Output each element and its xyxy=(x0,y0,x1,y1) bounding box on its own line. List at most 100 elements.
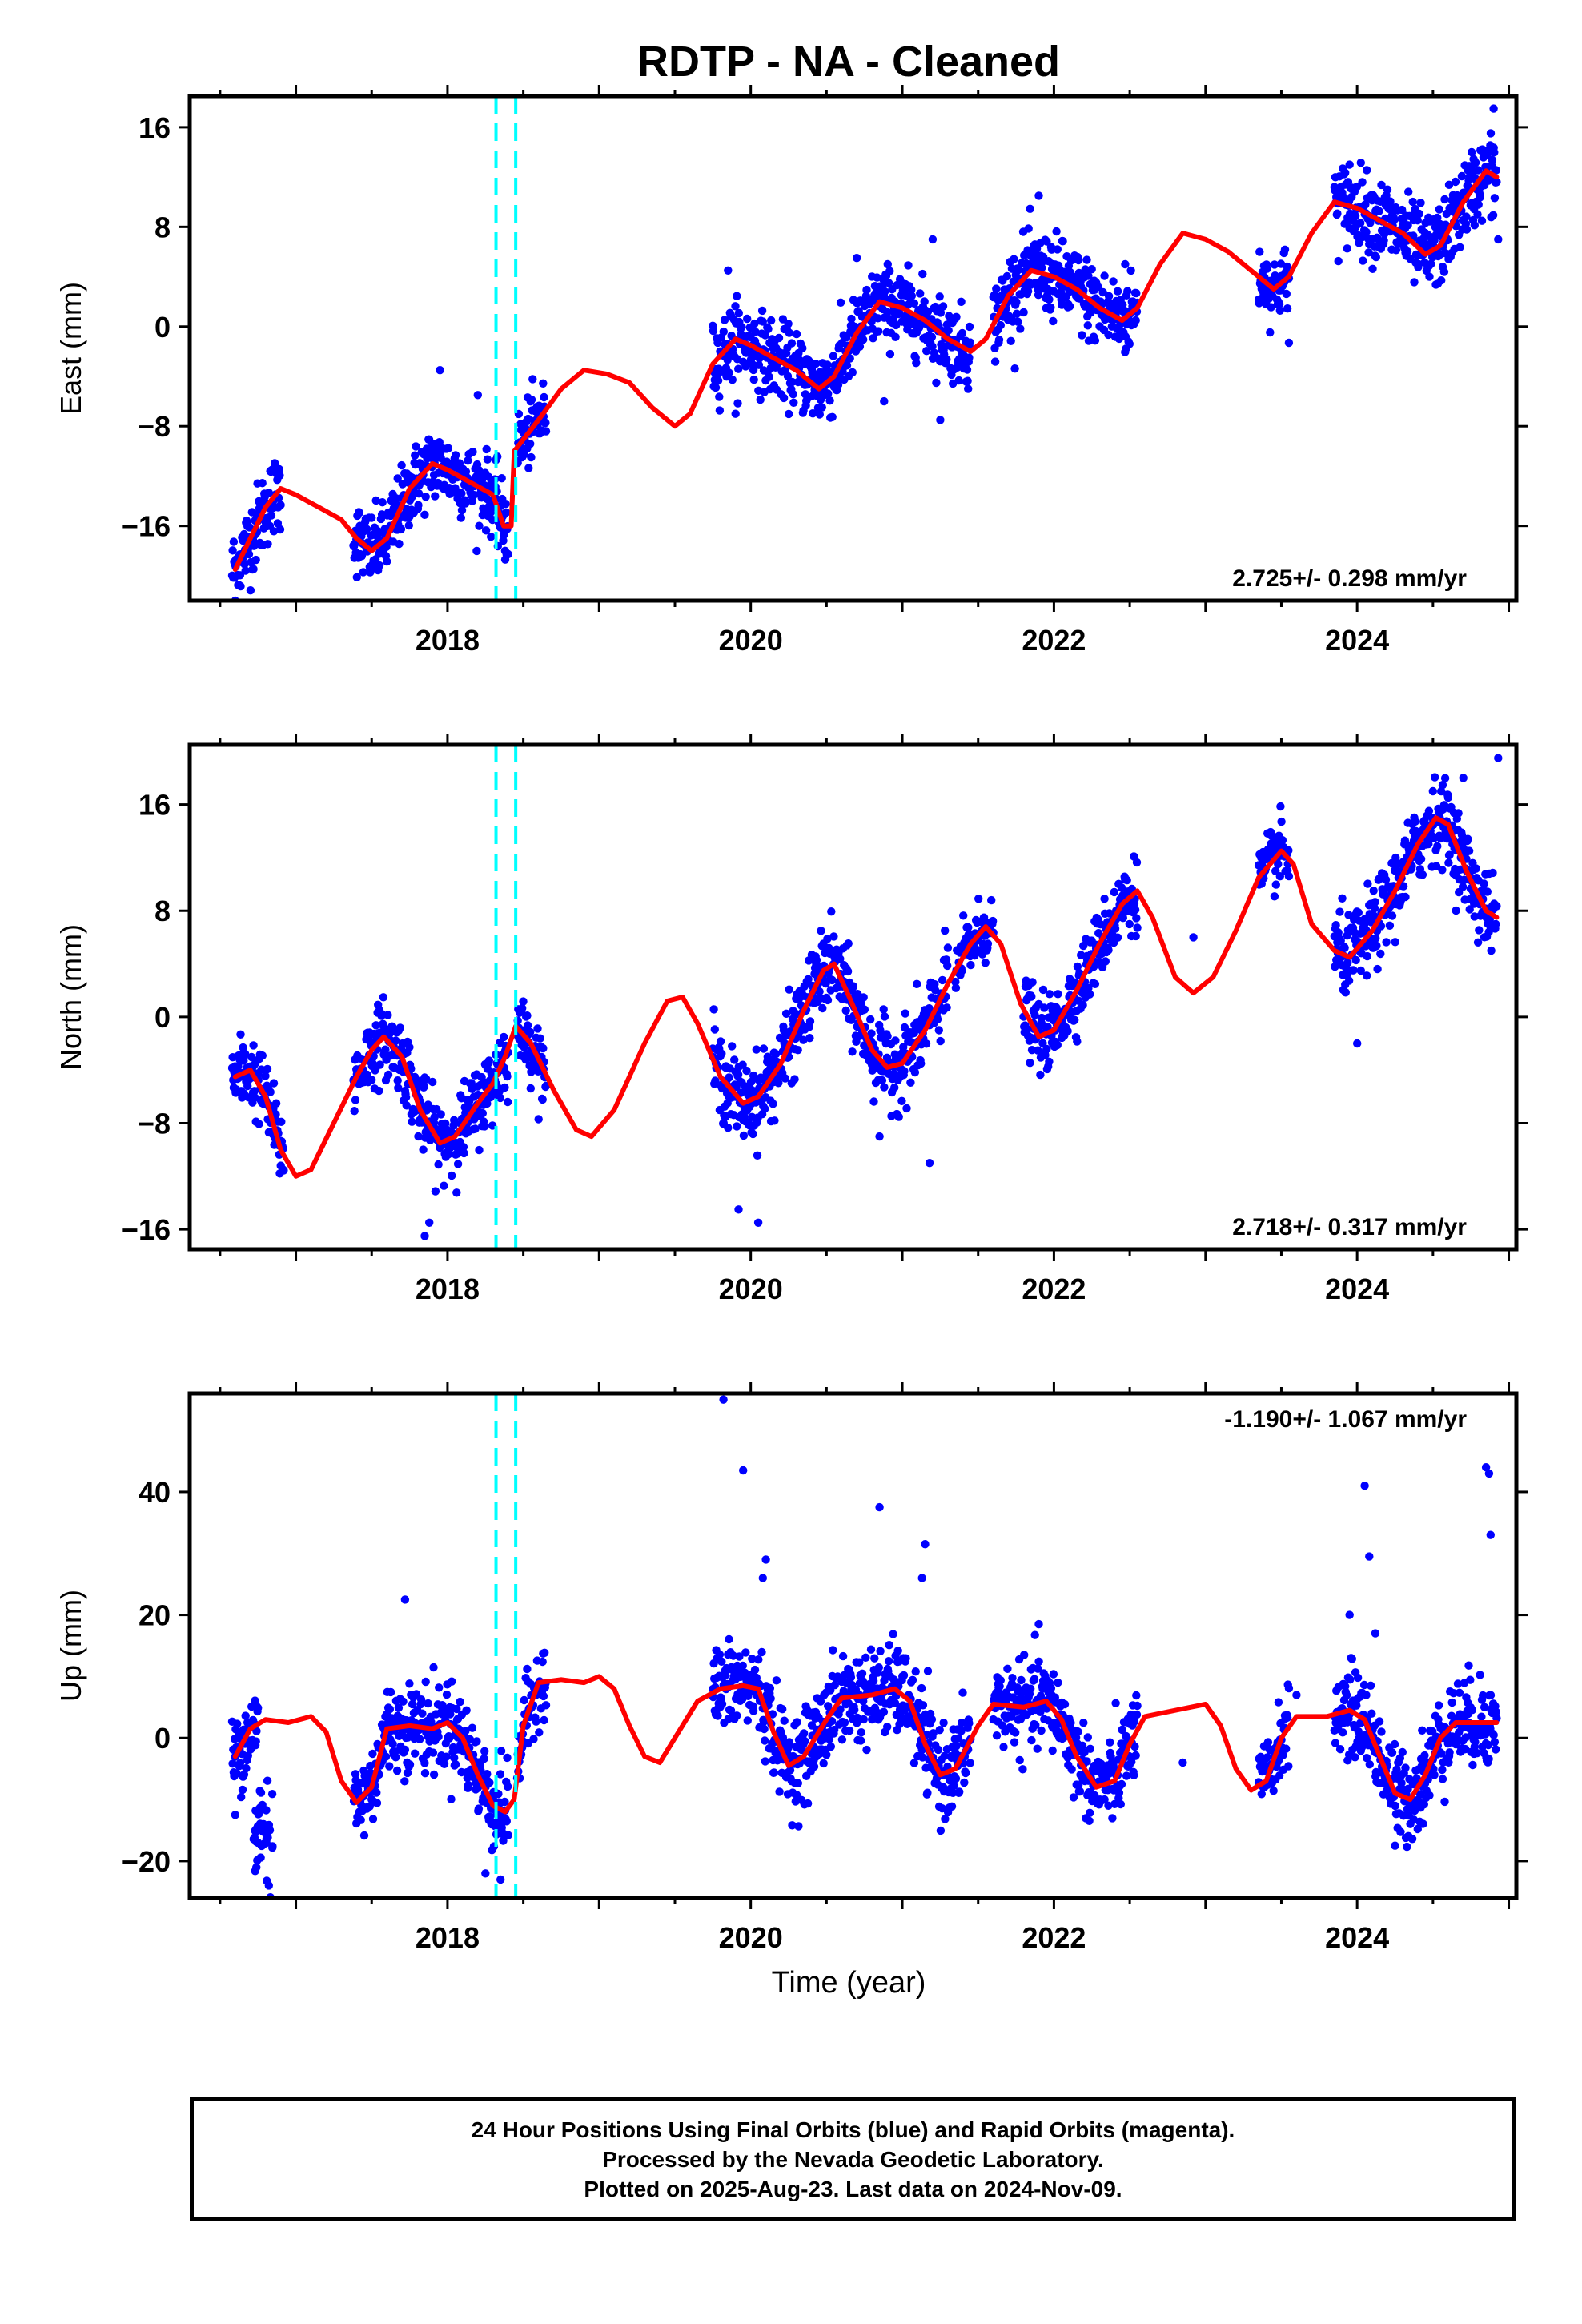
data-point xyxy=(891,332,900,341)
data-point xyxy=(880,396,889,406)
data-point xyxy=(1131,316,1140,325)
data-point xyxy=(1034,191,1043,200)
data-point xyxy=(1006,336,1015,345)
data-point xyxy=(900,1023,909,1032)
data-point xyxy=(1106,1752,1115,1761)
data-point xyxy=(879,1707,889,1716)
data-point xyxy=(1110,924,1120,933)
data-point xyxy=(480,1747,489,1755)
data-point xyxy=(1037,1726,1046,1735)
data-point xyxy=(1368,264,1377,273)
data-point xyxy=(1418,870,1427,879)
data-point xyxy=(523,1021,532,1030)
data-point xyxy=(1042,237,1051,246)
data-point xyxy=(803,1799,813,1808)
data-point xyxy=(1011,1728,1020,1737)
data-point xyxy=(1392,1765,1401,1774)
data-point xyxy=(352,573,361,581)
data-point xyxy=(1026,1059,1034,1068)
data-point xyxy=(709,326,718,336)
data-point xyxy=(397,460,406,470)
data-point xyxy=(241,566,250,575)
data-point xyxy=(524,414,532,424)
data-point xyxy=(1043,1023,1052,1031)
data-point xyxy=(540,1715,548,1725)
data-point xyxy=(954,376,963,385)
data-point xyxy=(788,1821,797,1830)
data-point xyxy=(829,932,838,941)
data-point xyxy=(828,412,837,421)
data-point xyxy=(906,1078,915,1088)
data-point xyxy=(957,1727,966,1735)
data-point xyxy=(1341,168,1350,177)
data-point xyxy=(468,448,477,456)
data-point xyxy=(823,995,833,1005)
data-point xyxy=(1385,921,1395,931)
data-point xyxy=(909,1759,919,1767)
data-point xyxy=(258,479,267,488)
data-point xyxy=(960,1778,969,1787)
data-point xyxy=(1070,1015,1079,1024)
data-point xyxy=(750,319,759,328)
data-point xyxy=(862,285,871,295)
data-point xyxy=(927,332,937,341)
data-point xyxy=(824,389,833,398)
data-point xyxy=(444,444,453,452)
data-point xyxy=(731,409,740,418)
data-point xyxy=(474,1804,484,1813)
data-point xyxy=(828,975,837,985)
data-point xyxy=(1342,1691,1351,1699)
data-point xyxy=(823,360,832,369)
data-point xyxy=(805,1034,814,1043)
data-point xyxy=(251,1737,260,1746)
data-point xyxy=(1445,850,1454,859)
data-point xyxy=(383,1070,393,1080)
data-point xyxy=(1082,255,1091,264)
data-point xyxy=(473,391,482,400)
data-point xyxy=(884,279,893,287)
data-point xyxy=(461,467,471,476)
data-point xyxy=(988,916,998,926)
data-point xyxy=(869,1676,878,1686)
data-point xyxy=(944,326,953,335)
y-tick-label: 8 xyxy=(155,895,171,927)
data-point xyxy=(1018,1765,1027,1774)
data-point xyxy=(485,1778,494,1787)
data-point xyxy=(789,390,797,399)
data-point xyxy=(873,273,881,282)
data-point xyxy=(412,1690,421,1699)
data-point xyxy=(1490,148,1499,157)
data-point xyxy=(1052,227,1061,236)
data-point xyxy=(501,500,510,509)
data-point xyxy=(1351,955,1360,965)
data-point xyxy=(359,568,367,577)
data-point xyxy=(1340,943,1349,952)
data-point xyxy=(408,1699,417,1709)
data-point xyxy=(760,1724,769,1734)
data-point xyxy=(719,327,728,336)
data-point xyxy=(1104,946,1113,955)
data-point xyxy=(526,1084,535,1093)
data-point xyxy=(875,1132,884,1141)
data-point xyxy=(899,1043,908,1052)
data-point xyxy=(1483,887,1492,896)
data-point xyxy=(502,508,511,517)
data-point xyxy=(503,1097,512,1107)
data-point xyxy=(1349,966,1358,975)
data-point xyxy=(1465,905,1474,914)
data-point xyxy=(1126,1710,1135,1719)
data-point xyxy=(837,1735,847,1744)
data-point xyxy=(869,1097,878,1106)
data-point xyxy=(1275,306,1285,315)
data-point xyxy=(1282,1744,1291,1753)
data-point xyxy=(241,1711,250,1720)
data-point xyxy=(793,1718,801,1727)
data-point xyxy=(421,1677,430,1687)
data-point xyxy=(1054,990,1062,999)
data-point xyxy=(850,1706,859,1715)
data-point xyxy=(1452,906,1460,915)
data-point xyxy=(1462,225,1472,234)
data-point xyxy=(734,1205,743,1214)
data-point xyxy=(823,935,832,943)
